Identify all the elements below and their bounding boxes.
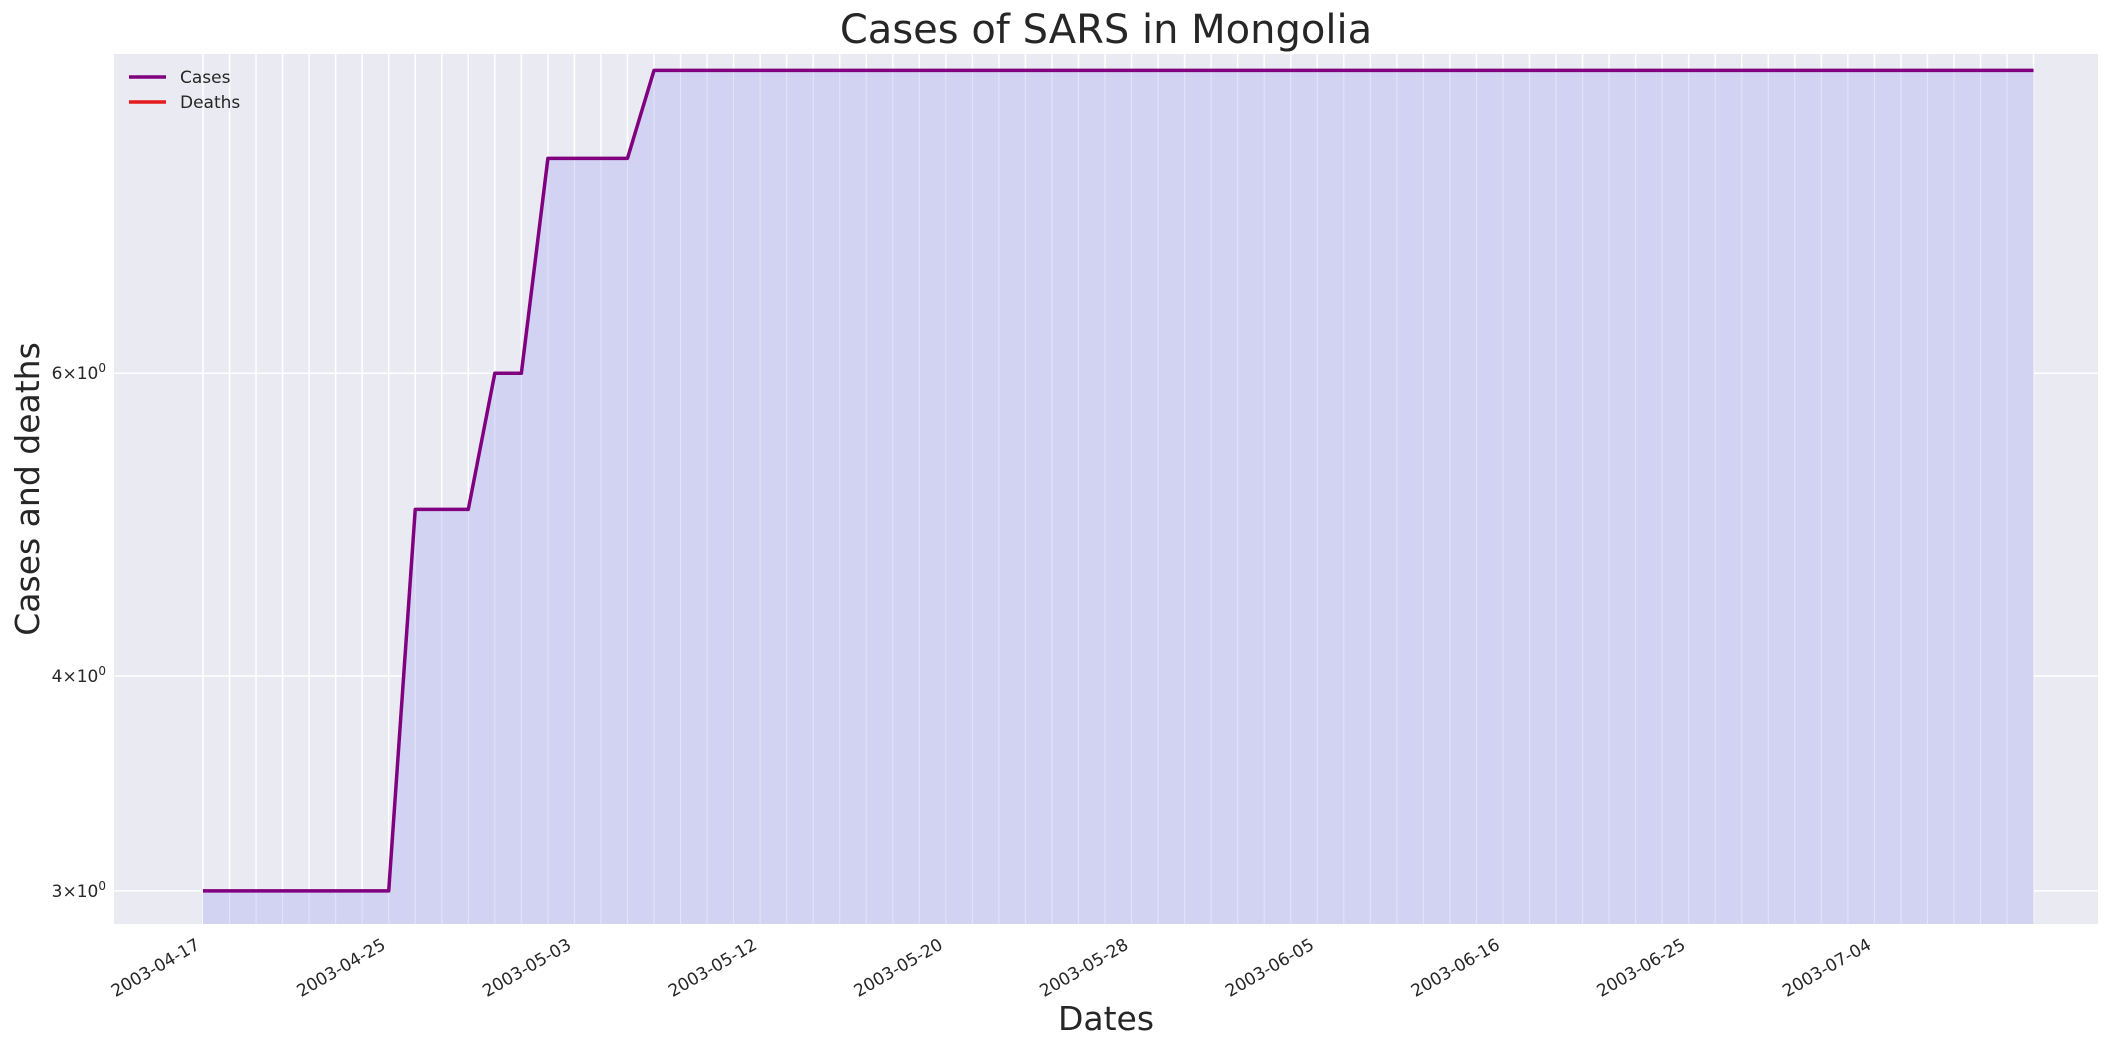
y-tick-label: 6×100: [52, 361, 106, 384]
x-tick-label: 2003-05-12: [665, 935, 761, 1002]
chart-title: Cases of SARS in Mongolia: [840, 7, 1372, 53]
y-axis-label: Cases and deaths: [8, 342, 47, 636]
legend: Cases Deaths: [129, 68, 240, 113]
x-tick-labels: 2003-04-17 2003-04-25 2003-05-03 2003-05-12…: [108, 935, 1875, 1002]
y-tick-labels: 3×100 4×100 6×100: [52, 361, 106, 902]
x-tick-label: 2003-04-25: [294, 935, 390, 1002]
y-tick-label: 3×100: [52, 879, 106, 902]
x-tick-label: 2003-05-20: [851, 935, 947, 1002]
fill-separators: [229, 70, 2008, 924]
y-tick-label: 4×100: [52, 664, 106, 687]
cases-area-fill: [203, 70, 2034, 924]
cases-line: [203, 68, 2034, 893]
x-axis-label: Dates: [1058, 999, 1154, 1038]
x-tick-label: 2003-05-03: [479, 935, 575, 1002]
x-tick-label: 2003-06-16: [1408, 935, 1504, 1002]
x-tick-label: 2003-05-28: [1036, 935, 1132, 1002]
x-tick-label: 2003-06-25: [1594, 935, 1690, 1002]
x-tick-label: 2003-07-04: [1779, 935, 1875, 1002]
x-tick-label: 2003-06-05: [1222, 935, 1318, 1002]
legend-label-cases: Cases: [180, 68, 231, 88]
legend-label-deaths: Deaths: [180, 93, 240, 113]
x-tick-label: 2003-04-17: [108, 935, 204, 1002]
